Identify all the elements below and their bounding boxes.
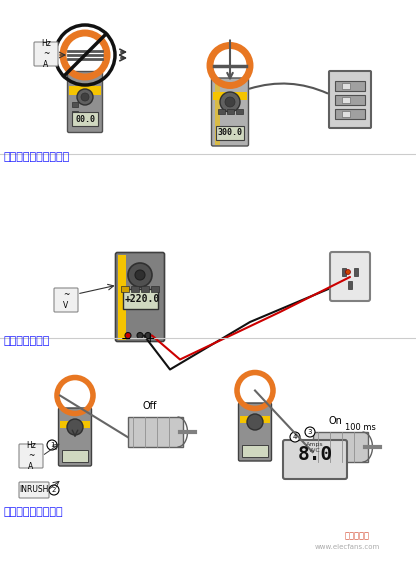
- Text: +220.0: +220.0: [124, 294, 160, 304]
- Text: Hz
~
A: Hz ~ A: [26, 441, 36, 471]
- Bar: [121, 286, 129, 292]
- FancyBboxPatch shape: [19, 482, 49, 498]
- Bar: [141, 286, 149, 292]
- Circle shape: [290, 432, 300, 442]
- Circle shape: [81, 93, 89, 101]
- Text: 电子发烧友: 电子发烧友: [345, 531, 370, 540]
- Text: 00.0: 00.0: [75, 115, 95, 124]
- Circle shape: [49, 485, 59, 495]
- Bar: [335, 95, 365, 105]
- FancyBboxPatch shape: [330, 252, 370, 301]
- FancyBboxPatch shape: [19, 444, 43, 468]
- Bar: [72, 120, 78, 125]
- Bar: [151, 286, 158, 292]
- Text: Hz
~
A: Hz ~ A: [41, 39, 51, 69]
- Circle shape: [77, 89, 93, 105]
- Circle shape: [125, 333, 131, 338]
- FancyBboxPatch shape: [329, 71, 371, 128]
- FancyBboxPatch shape: [67, 71, 102, 133]
- Bar: [62, 450, 88, 461]
- Text: INRUSH: INRUSH: [19, 486, 49, 495]
- Text: −: −: [121, 333, 131, 346]
- Text: 100 ms: 100 ms: [345, 423, 376, 432]
- Bar: [72, 111, 78, 116]
- Bar: [72, 102, 78, 107]
- Bar: [127, 417, 183, 447]
- Circle shape: [128, 263, 152, 287]
- Circle shape: [220, 92, 240, 112]
- Circle shape: [47, 440, 57, 450]
- Text: 钳形表浪涌电流测量: 钳形表浪涌电流测量: [4, 507, 64, 517]
- FancyBboxPatch shape: [59, 408, 92, 466]
- Bar: [72, 112, 98, 126]
- FancyBboxPatch shape: [116, 252, 164, 342]
- Bar: [348, 281, 352, 289]
- Bar: [342, 83, 350, 89]
- Bar: [131, 286, 139, 292]
- Bar: [342, 111, 350, 117]
- Bar: [342, 268, 346, 276]
- Circle shape: [305, 427, 315, 437]
- FancyBboxPatch shape: [34, 42, 58, 66]
- Text: On: On: [328, 416, 342, 426]
- Bar: [240, 415, 270, 423]
- FancyBboxPatch shape: [238, 403, 272, 461]
- Circle shape: [145, 333, 151, 338]
- Bar: [236, 109, 243, 114]
- Bar: [60, 420, 90, 428]
- Text: 8.0: 8.0: [297, 446, 333, 465]
- Bar: [215, 79, 220, 144]
- Text: 1: 1: [50, 442, 54, 448]
- Bar: [218, 109, 225, 114]
- Bar: [354, 268, 358, 276]
- Circle shape: [346, 270, 351, 274]
- Text: 钳形表交直流电流测量: 钳形表交直流电流测量: [4, 152, 70, 162]
- FancyBboxPatch shape: [211, 78, 248, 146]
- Bar: [342, 97, 350, 103]
- Text: 钳形表电压测量: 钳形表电压测量: [4, 336, 50, 346]
- FancyBboxPatch shape: [283, 440, 347, 479]
- Circle shape: [135, 270, 145, 280]
- Bar: [122, 289, 158, 309]
- Bar: [117, 255, 126, 339]
- Text: 300.0: 300.0: [218, 128, 243, 137]
- Text: 4: 4: [293, 434, 297, 440]
- Text: 3: 3: [308, 429, 312, 435]
- Bar: [242, 445, 268, 456]
- Text: 2: 2: [52, 487, 56, 493]
- Circle shape: [247, 414, 263, 430]
- Bar: [69, 86, 101, 95]
- Bar: [335, 109, 365, 119]
- Text: Amps
A/C: Amps A/C: [306, 442, 324, 452]
- Text: ~
V: ~ V: [63, 291, 69, 310]
- Circle shape: [67, 419, 83, 435]
- Bar: [335, 81, 365, 91]
- Text: www.elecfans.com: www.elecfans.com: [315, 544, 380, 550]
- Text: Off: Off: [143, 401, 157, 411]
- FancyBboxPatch shape: [54, 288, 78, 312]
- Bar: [216, 125, 244, 139]
- Bar: [213, 92, 247, 99]
- Text: +: +: [145, 333, 156, 346]
- Circle shape: [225, 97, 235, 107]
- Bar: [312, 432, 367, 462]
- Bar: [227, 109, 234, 114]
- Circle shape: [137, 333, 143, 338]
